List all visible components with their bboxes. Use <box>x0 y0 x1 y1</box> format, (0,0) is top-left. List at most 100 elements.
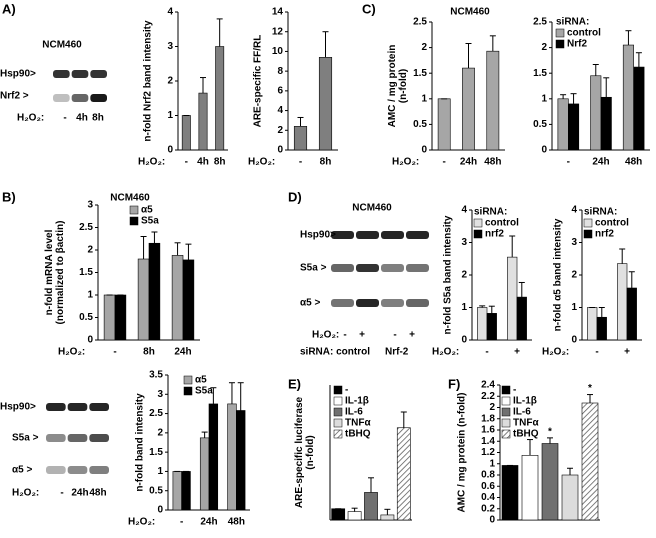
y-tick-label: 2.5 <box>413 17 427 28</box>
treatment-label: H₂O₂: <box>17 113 44 124</box>
bar <box>486 50 500 151</box>
y-tick-label: 1 <box>571 302 577 313</box>
y-tick-label: 0.5 <box>413 119 427 130</box>
x-axis-label: H₂O₂: <box>58 347 85 358</box>
legend-swatch <box>333 385 343 395</box>
x-tick-label: - <box>595 347 598 358</box>
x-axis-label: H₂O₂: <box>392 157 419 168</box>
legend-label: tBHQ <box>345 429 371 440</box>
y-axis-label: (normalized to βactin) <box>55 221 66 325</box>
lane-label: 24h <box>71 488 88 499</box>
blot-band <box>406 299 429 307</box>
bar <box>227 403 237 511</box>
blot-row-label: Hsp90> <box>0 69 36 80</box>
bar <box>521 455 539 521</box>
bar <box>590 75 602 151</box>
lane-label: 8h <box>92 113 104 124</box>
bar <box>581 402 599 521</box>
legend-swatch <box>555 28 565 38</box>
blot-band <box>67 434 88 442</box>
blot-band <box>71 94 89 102</box>
x-tick-label: + <box>514 347 520 358</box>
bar <box>347 511 362 521</box>
y-tick-label: 1 <box>167 110 173 121</box>
y-tick-label: 10 <box>272 46 284 57</box>
panel-label: D) <box>288 189 302 204</box>
x-axis-label: H₂O₂: <box>138 157 165 168</box>
bar <box>380 514 395 521</box>
legend-swatch <box>501 407 511 417</box>
x-tick-label: + <box>624 347 630 358</box>
blot-band <box>356 264 379 272</box>
legend-swatch <box>501 385 511 395</box>
blot-row-label: Nrf2 > <box>0 91 29 102</box>
y-tick-label: 1.6 <box>481 425 495 436</box>
bar <box>318 57 333 151</box>
bar <box>541 443 559 521</box>
y-axis-label: n-fold band intensity <box>135 393 146 492</box>
bar <box>501 465 519 521</box>
y-tick-label: 2.4 <box>481 380 495 391</box>
y-tick-label: 1 <box>157 466 163 477</box>
y-tick-label: 8 <box>277 66 283 77</box>
y-tick-label: 0 <box>421 145 427 156</box>
y-axis-label: n-fold S5a band intensity <box>443 215 454 334</box>
panel-label: B) <box>2 189 16 204</box>
x-tick-label: - <box>567 157 570 168</box>
y-axis-label: AMC / mg protein (n-fold) <box>457 393 468 513</box>
bar <box>331 508 346 521</box>
y-tick-label: 3 <box>571 237 577 248</box>
y-tick-label: 0 <box>167 145 173 156</box>
blot-band <box>90 70 107 78</box>
y-tick-label: 1.5 <box>149 447 163 458</box>
y-axis-label: (n-fold) <box>305 435 316 469</box>
bar <box>172 471 182 511</box>
bar <box>181 115 191 151</box>
x-axis-label: H₂O₂: <box>128 517 155 528</box>
blot-row-label: S5a > <box>300 263 327 274</box>
y-tick-label: 2 <box>541 42 547 53</box>
x-tick-label: 8h <box>214 157 226 168</box>
y-tick-label: 1 <box>461 302 467 313</box>
blot-row-label: α5 > <box>300 298 320 309</box>
blot-band <box>356 231 379 239</box>
lane-label: - <box>63 113 66 124</box>
bar <box>236 410 246 511</box>
annotation: * <box>588 383 592 394</box>
legend-title: siRNA: <box>556 17 589 28</box>
blot-band <box>331 264 354 272</box>
legend-title: siRNA: <box>584 207 617 218</box>
y-tick-label: 3 <box>157 389 163 400</box>
y-tick-label: 0.2 <box>481 503 495 514</box>
legend-label: α5 <box>141 205 153 216</box>
x-tick-label: 24h <box>592 157 609 168</box>
y-tick-label: 2 <box>461 270 467 281</box>
y-tick-label: 12 <box>272 26 284 37</box>
blot-band <box>381 231 404 239</box>
y-tick-label: 3 <box>461 237 467 248</box>
blot-band <box>89 434 109 442</box>
blot-row-label: α5 > <box>12 465 32 476</box>
chart-title: NCM460 <box>450 7 490 18</box>
blot-row-label: S5a > <box>12 433 39 444</box>
y-tick-label: 4 <box>167 7 173 18</box>
blot-band <box>67 466 88 474</box>
annotation: * <box>548 427 552 438</box>
legend-label: nrf2 <box>485 229 504 240</box>
lane-label: + <box>359 330 365 341</box>
x-tick-label: 48h <box>625 157 642 168</box>
y-tick-label: 1 <box>87 290 93 301</box>
x-tick-label: 8h <box>320 157 332 168</box>
x-axis-label: H₂O₂: <box>248 157 275 168</box>
bar <box>396 427 411 521</box>
panel-label: C) <box>362 1 376 16</box>
bar <box>477 307 488 341</box>
y-tick-label: 14 <box>272 7 284 18</box>
bar <box>596 316 607 341</box>
bar <box>462 67 475 151</box>
blot-band <box>89 403 109 411</box>
bar <box>114 294 127 341</box>
y-axis-label: (n-fold) <box>398 69 409 103</box>
legend-swatch <box>183 386 193 396</box>
